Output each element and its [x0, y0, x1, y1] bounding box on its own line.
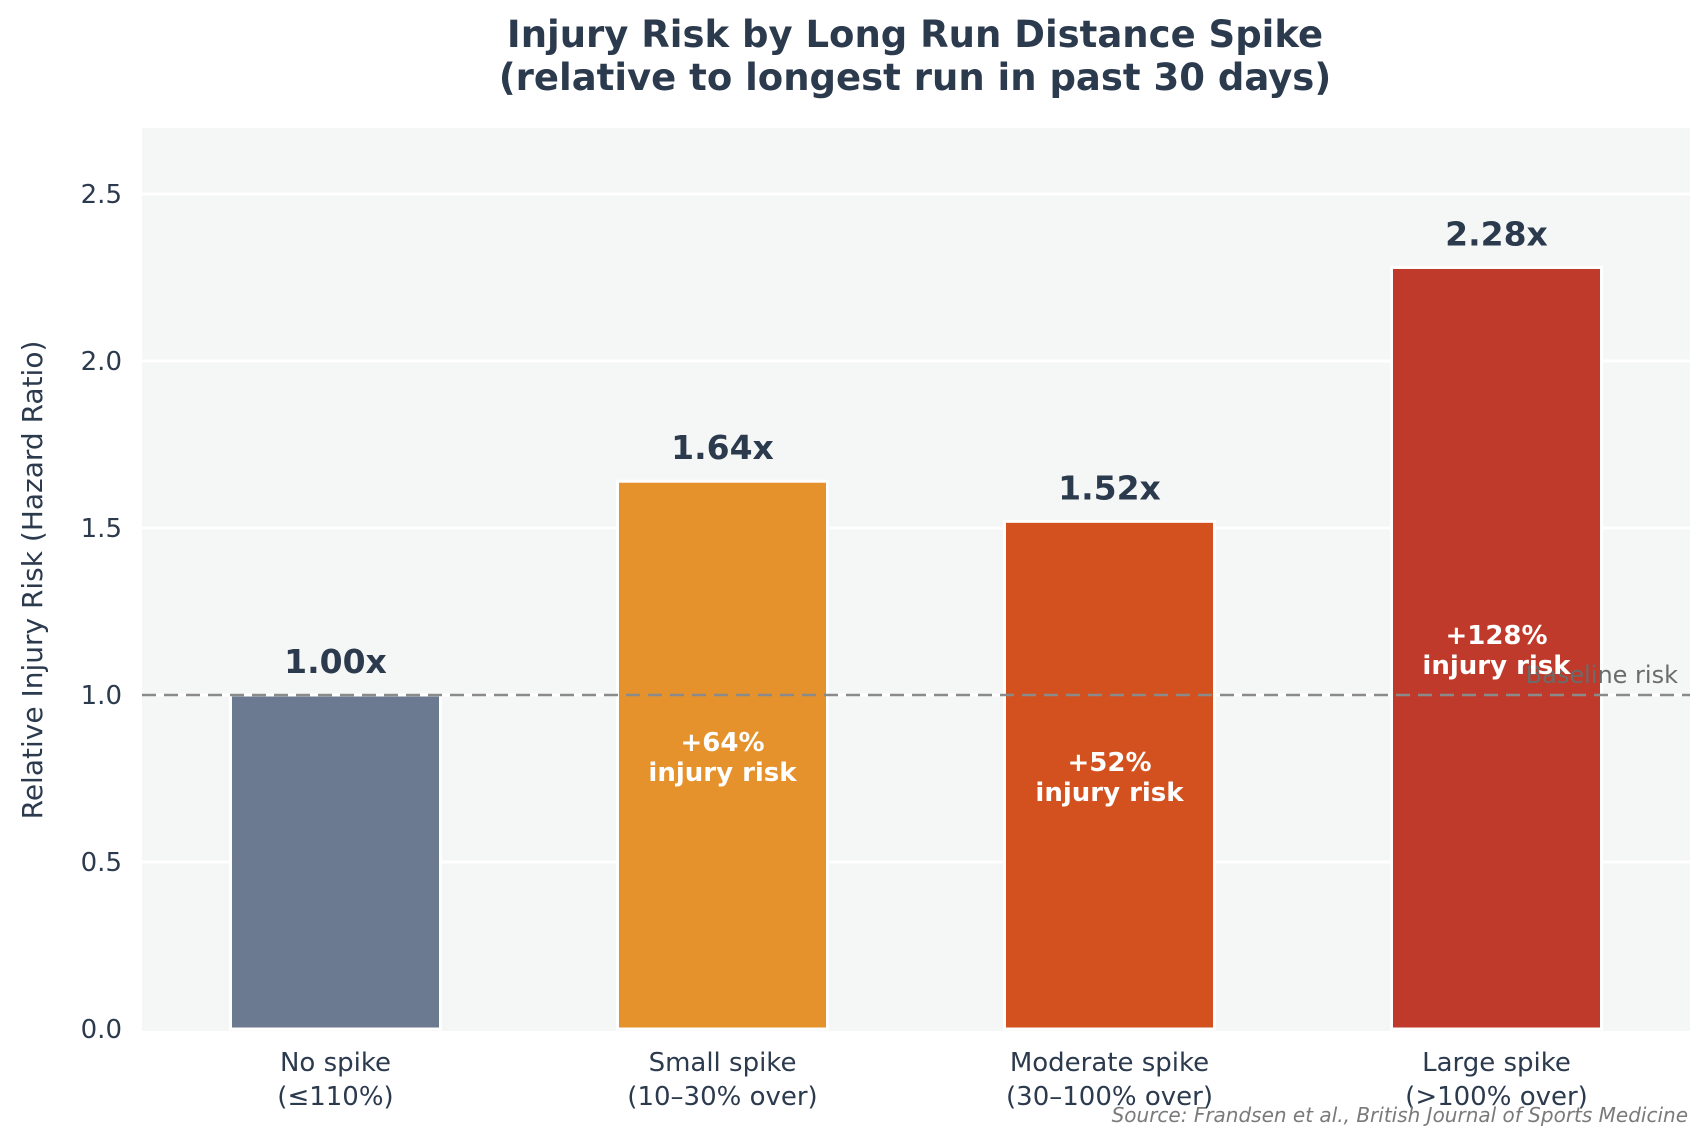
x-axis-ticks: No spike (≤110%) Small spike (10–30% over) M… [277, 1048, 1588, 1112]
bar-inner-label: +128% [1445, 621, 1547, 651]
x-tick-label: Moderate spike [1010, 1048, 1209, 1078]
x-tick-label: (30–100% over) [1006, 1082, 1213, 1112]
y-tick-label: 1.0 [81, 681, 122, 711]
bar-inner-label: injury risk [1035, 778, 1184, 808]
x-tick-label: No spike [280, 1048, 391, 1078]
bar [616, 479, 829, 1031]
y-tick-label: 1.5 [81, 514, 122, 544]
bar-value-label: 1.64x [671, 428, 774, 467]
bar [1390, 265, 1603, 1031]
y-tick-label: 2.5 [81, 180, 122, 210]
value-labels: 1.00x 1.64x 1.52x 2.28x [284, 214, 1548, 681]
x-tick-label: (>100% over) [1405, 1082, 1588, 1112]
y-axis-label: Relative Injury Risk (Hazard Ratio) [16, 341, 49, 820]
bar-inner-label: +64% [680, 728, 764, 758]
bar-value-label: 2.28x [1445, 214, 1548, 253]
bar-inner-label: injury risk [648, 758, 797, 788]
bars [229, 265, 1603, 1031]
x-tick-label: (10–30% over) [627, 1082, 817, 1112]
bar-value-label: 1.52x [1058, 468, 1161, 507]
y-tick-label: 2.0 [81, 347, 122, 377]
baseline-label: Baseline risk [1526, 661, 1678, 689]
bar [1003, 519, 1216, 1031]
chart-title-line2: (relative to longest run in past 30 days… [499, 56, 1331, 99]
y-tick-label: 0.0 [81, 1015, 122, 1045]
chart-title-line1: Injury Risk by Long Run Distance Spike [507, 13, 1323, 56]
bar-inner-label: +52% [1067, 748, 1151, 778]
bar-inner-label: injury risk [1422, 651, 1571, 681]
source-note: Source: Frandsen et al., British Journal… [1112, 1103, 1688, 1127]
x-tick-label: (≤110%) [277, 1082, 393, 1112]
y-tick-label: 0.5 [81, 848, 122, 878]
inner-labels: +64%injury risk +52%injury risk+128%injur… [648, 621, 1571, 808]
bar [229, 693, 442, 1031]
x-tick-label: Large spike [1422, 1048, 1571, 1078]
x-tick-label: Small spike [649, 1048, 797, 1078]
bar-value-label: 1.00x [284, 642, 387, 681]
y-axis-ticks: 0.0 0.5 1.0 1.5 2.0 2.5 [81, 180, 122, 1045]
